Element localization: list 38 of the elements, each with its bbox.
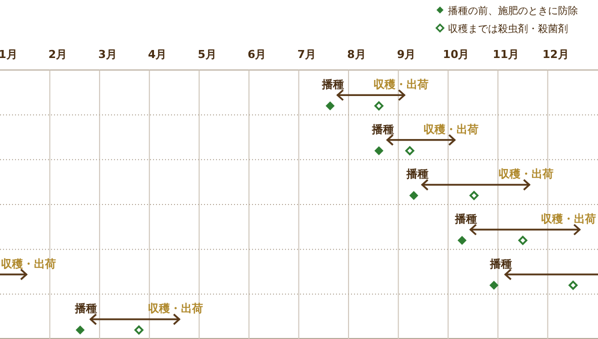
point	[134, 326, 144, 335]
annotation: 収穫・出荷	[498, 168, 554, 181]
point	[518, 236, 528, 245]
annotation: 播種	[406, 168, 429, 181]
legend-label: 播種の前、施肥のときに防除	[448, 5, 578, 17]
point	[409, 191, 418, 200]
annotation: 収穫・出荷	[148, 302, 204, 316]
x-tick-label: 1月	[0, 48, 18, 61]
annotation: 収穫・出荷	[1, 257, 56, 270]
x-tick-label: 6月	[248, 48, 266, 61]
annotation: 播種	[321, 78, 344, 91]
x-tick-label: 4月	[148, 48, 167, 61]
annotation: 播種	[454, 212, 478, 226]
point	[374, 146, 384, 156]
x-tick-label: 9月	[396, 48, 416, 61]
annotation: 収穫・出荷	[541, 212, 596, 226]
x-tick-label: 3月	[98, 48, 117, 61]
x-tick-label: 10月	[442, 48, 470, 61]
annotation: 播種	[370, 122, 394, 136]
annotation: 播種	[488, 257, 512, 270]
point	[76, 326, 85, 335]
x-tick-label: 5月	[198, 48, 216, 61]
x-tick-label: 2月	[48, 48, 68, 61]
annotation: 播種	[74, 302, 98, 316]
annotation: 収穫・出荷	[373, 78, 428, 91]
point	[326, 101, 335, 110]
x-tick-label: 7月	[297, 48, 316, 61]
point	[405, 146, 414, 156]
x-tick-label: 8月	[347, 48, 366, 61]
point	[458, 236, 467, 245]
annotation: 収穫・出荷	[424, 122, 479, 136]
point	[568, 280, 578, 290]
x-tick-label: 12月	[542, 48, 569, 61]
point	[489, 280, 498, 290]
legend-label: 収穫までは殺虫剤・殺菌剤	[448, 23, 568, 35]
x-tick-label: 11月	[492, 48, 520, 61]
point	[374, 101, 384, 110]
point	[470, 191, 479, 200]
